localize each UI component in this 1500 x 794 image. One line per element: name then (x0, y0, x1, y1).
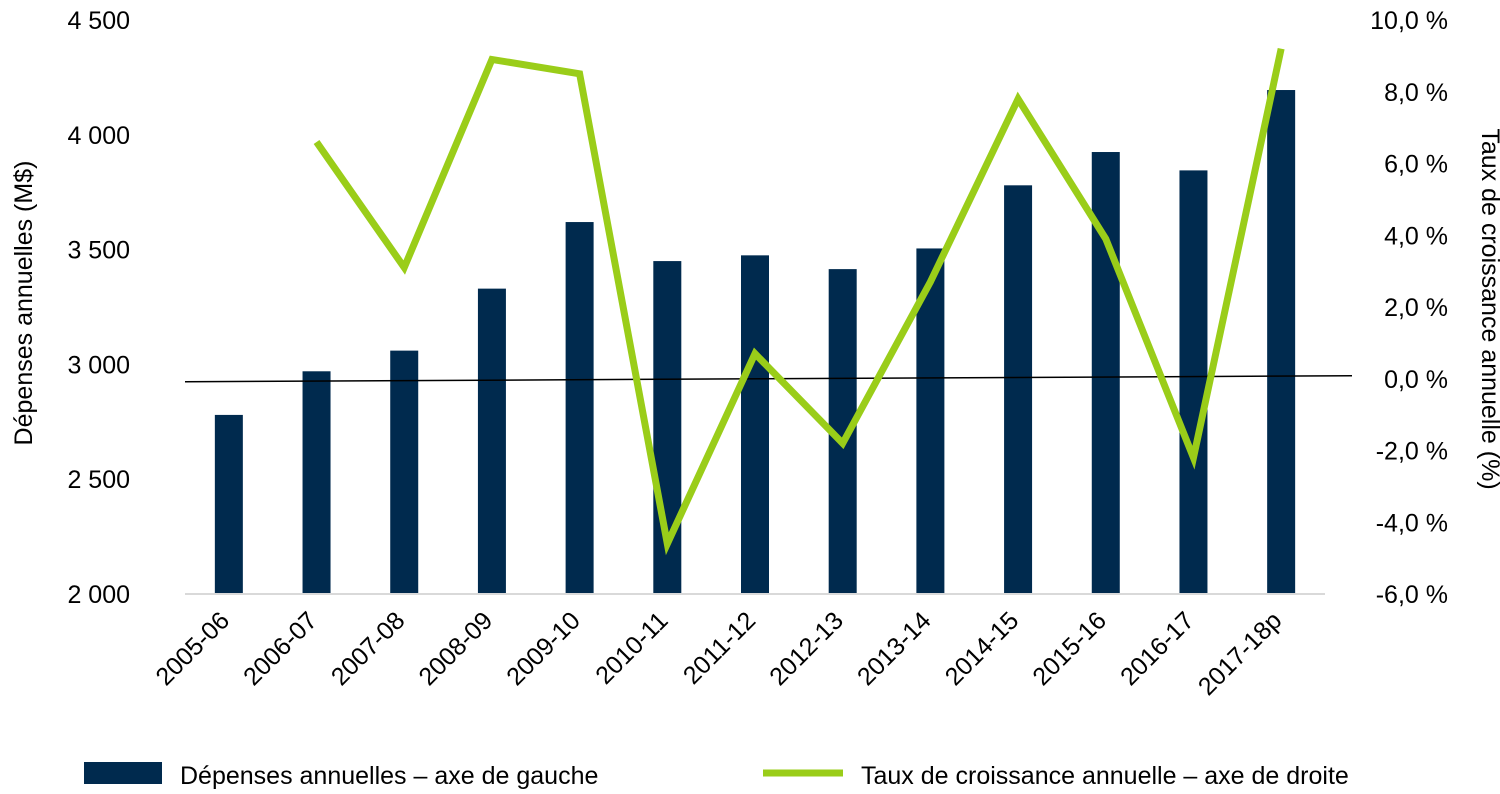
x-tick-label: 2015-16 (1027, 606, 1112, 691)
left-tick-label: 4 500 (67, 7, 130, 35)
left-axis-title: Dépenses annuelles (M$) (10, 161, 38, 446)
x-tick-label: 2014-15 (940, 606, 1025, 691)
right-axis-title: Taux de croissance annuelle (%) (1476, 128, 1500, 489)
x-tick-label: 2006-07 (238, 606, 323, 691)
bar (565, 222, 594, 594)
bar (390, 350, 419, 594)
x-tick-label: 2012-13 (764, 606, 849, 691)
x-tick-label: 2010-11 (590, 606, 673, 689)
bar (1179, 170, 1208, 594)
x-tick-label: 2008-09 (413, 606, 498, 691)
growth-rate-line (313, 47, 1285, 556)
x-tick-label: 2007-08 (326, 606, 411, 691)
x-tick-label: 2017-18p (1193, 606, 1288, 701)
left-tick-label: 2 000 (67, 581, 130, 609)
right-tick-label: 10,0 % (1370, 7, 1448, 35)
right-axis-ticks: -6,0 % -4,0 % -2,0 % 0,0 % 2,0 % 4,0 % 6,0 % 8,… (1370, 7, 1448, 609)
bars-layer (214, 90, 1296, 594)
right-tick-label: 0,0 % (1384, 366, 1448, 394)
x-axis-ticks: 2005-06 2006-07 2007-08 2008-09 2009-10 2010-… (150, 606, 1287, 701)
right-tick-label: -6,0 % (1376, 581, 1448, 609)
left-axis-ticks: 2 000 2 500 3 000 3 500 4 000 4 500 (67, 7, 130, 609)
bar (741, 255, 769, 594)
x-tick-label: 2013-14 (852, 606, 937, 691)
x-tick-label: 2016-17 (1115, 606, 1200, 691)
legend-label-line: Taux de croissance annuelle – axe de dro… (861, 762, 1349, 790)
bar (302, 371, 331, 594)
legend: Dépenses annuelles – axe de gauche Taux … (84, 762, 1349, 790)
bar (1267, 90, 1296, 594)
x-tick-label: 2009-10 (501, 606, 586, 691)
right-tick-label: -2,0 % (1376, 438, 1448, 466)
right-tick-label: 4,0 % (1384, 222, 1448, 250)
left-tick-label: 3 000 (67, 351, 130, 379)
x-tick-label: 2011-12 (678, 606, 761, 689)
legend-label-bars: Dépenses annuelles – axe de gauche (180, 762, 598, 790)
left-tick-label: 2 500 (67, 466, 130, 494)
bar (1004, 185, 1033, 594)
right-tick-label: 8,0 % (1384, 79, 1448, 107)
left-tick-label: 4 000 (67, 122, 130, 150)
right-tick-label: 6,0 % (1384, 151, 1448, 179)
bar (214, 414, 243, 594)
bar (477, 288, 506, 594)
right-tick-label: 2,0 % (1384, 294, 1448, 322)
legend-swatch-bars (84, 762, 162, 784)
x-tick-label: 2005-06 (150, 606, 235, 691)
left-tick-label: 3 500 (67, 237, 130, 265)
right-tick-label: -4,0 % (1376, 509, 1448, 537)
